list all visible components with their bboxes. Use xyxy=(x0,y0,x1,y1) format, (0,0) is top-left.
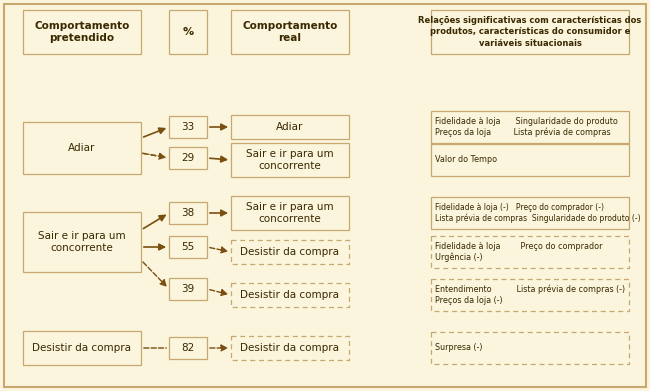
FancyBboxPatch shape xyxy=(431,197,629,229)
FancyBboxPatch shape xyxy=(23,331,141,365)
FancyBboxPatch shape xyxy=(231,10,349,54)
Text: Sair e ir para um
concorrente: Sair e ir para um concorrente xyxy=(246,149,334,171)
Text: Sair e ir para um
concorrente: Sair e ir para um concorrente xyxy=(38,231,126,253)
Text: Entendimento          Lista prévia de compras (-)
Preços da loja (-): Entendimento Lista prévia de compras (-)… xyxy=(435,285,625,305)
Text: Desistir da compra: Desistir da compra xyxy=(240,343,339,353)
Text: Fidelidade à loja        Preço do comprador
Urgência (-): Fidelidade à loja Preço do comprador Urg… xyxy=(435,242,603,262)
FancyBboxPatch shape xyxy=(169,202,207,224)
Text: Relações significativas com características dos
produtos, características do con: Relações significativas com característi… xyxy=(419,16,642,48)
Text: Desistir da compra: Desistir da compra xyxy=(240,247,339,257)
Text: Fidelidade à loja      Singularidade do produto
Preços da loja         Lista pré: Fidelidade à loja Singularidade do produ… xyxy=(435,117,618,137)
FancyBboxPatch shape xyxy=(231,143,349,177)
Text: Comportamento
pretendido: Comportamento pretendido xyxy=(34,21,130,43)
Text: 39: 39 xyxy=(181,284,194,294)
Text: 33: 33 xyxy=(181,122,194,132)
FancyBboxPatch shape xyxy=(431,279,629,311)
Text: Comportamento
real: Comportamento real xyxy=(242,21,338,43)
Text: 55: 55 xyxy=(181,242,194,252)
Text: Adiar: Adiar xyxy=(276,122,304,132)
FancyBboxPatch shape xyxy=(431,332,629,364)
FancyBboxPatch shape xyxy=(231,240,349,264)
Text: Valor do Tempo: Valor do Tempo xyxy=(435,156,497,165)
FancyBboxPatch shape xyxy=(431,144,629,176)
Text: Desistir da compra: Desistir da compra xyxy=(240,290,339,300)
Text: Adiar: Adiar xyxy=(68,143,96,153)
FancyBboxPatch shape xyxy=(169,337,207,359)
FancyBboxPatch shape xyxy=(431,111,629,143)
FancyBboxPatch shape xyxy=(169,236,207,258)
Text: 29: 29 xyxy=(181,153,194,163)
Text: 82: 82 xyxy=(181,343,194,353)
Text: Sair e ir para um
concorrente: Sair e ir para um concorrente xyxy=(246,202,334,224)
Text: Surpresa (-): Surpresa (-) xyxy=(435,344,482,353)
FancyBboxPatch shape xyxy=(169,10,207,54)
FancyBboxPatch shape xyxy=(231,336,349,360)
FancyBboxPatch shape xyxy=(23,10,141,54)
FancyBboxPatch shape xyxy=(231,196,349,230)
FancyBboxPatch shape xyxy=(431,10,629,54)
FancyBboxPatch shape xyxy=(169,278,207,300)
Text: Desistir da compra: Desistir da compra xyxy=(32,343,131,353)
FancyBboxPatch shape xyxy=(169,116,207,138)
FancyBboxPatch shape xyxy=(23,212,141,272)
FancyBboxPatch shape xyxy=(431,236,629,268)
FancyBboxPatch shape xyxy=(4,4,646,387)
Text: Fidelidade à loja (-)   Preço do comprador (-)
Lista prévia de compras  Singular: Fidelidade à loja (-) Preço do comprador… xyxy=(435,203,641,223)
Text: 38: 38 xyxy=(181,208,194,218)
FancyBboxPatch shape xyxy=(169,147,207,169)
FancyBboxPatch shape xyxy=(231,115,349,139)
FancyBboxPatch shape xyxy=(23,122,141,174)
Text: %: % xyxy=(183,27,194,37)
FancyBboxPatch shape xyxy=(231,283,349,307)
